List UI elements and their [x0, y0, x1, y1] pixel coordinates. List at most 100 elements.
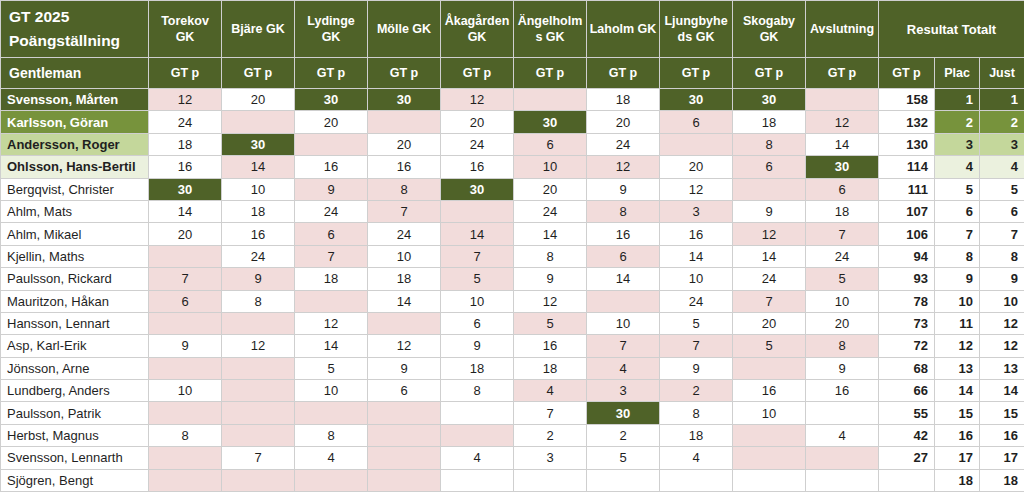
- score-cell: 4: [660, 447, 733, 469]
- placement: 15: [935, 402, 980, 424]
- score-cell: [295, 402, 368, 424]
- score-cell: 3: [514, 447, 587, 469]
- score-cell: 30: [660, 89, 733, 111]
- score-cell: 12: [806, 111, 879, 133]
- score-cell: 5: [441, 268, 514, 290]
- score-cell: [514, 89, 587, 111]
- score-cell: 14: [368, 290, 441, 312]
- score-cell: 30: [587, 402, 660, 424]
- score-cell: 8: [514, 245, 587, 267]
- table-row: Ahlm, Mikael20166241414161612710677: [1, 223, 1024, 245]
- score-cell: 18: [660, 424, 733, 446]
- points-header-m-lle-gk: GT p: [368, 58, 441, 89]
- placement: 3: [935, 133, 980, 155]
- score-cell: [368, 469, 441, 491]
- score-cell: 18: [441, 357, 514, 379]
- points-header-avslutning: GT p: [806, 58, 879, 89]
- score-cell: 8: [368, 178, 441, 200]
- table-row: Jönsson, Arne591818499681313: [1, 357, 1024, 379]
- placement: 12: [935, 335, 980, 357]
- score-cell: 6: [295, 223, 368, 245]
- score-cell: 7: [368, 200, 441, 222]
- points-header-ngelholms-gk: GT p: [514, 58, 587, 89]
- score-cell: 7: [806, 223, 879, 245]
- column-header-bj-re-gk: Bjäre GK: [222, 1, 295, 58]
- score-cell: 10: [660, 268, 733, 290]
- score-cell: 30: [368, 89, 441, 111]
- score-cell: 3: [660, 200, 733, 222]
- player-name: Karlsson, Göran: [1, 111, 149, 133]
- score-cell: 6: [441, 312, 514, 334]
- score-cell: 16: [660, 223, 733, 245]
- score-cell: 5: [806, 268, 879, 290]
- score-cell: 16: [733, 380, 806, 402]
- player-name: Asp, Karl-Erik: [1, 335, 149, 357]
- points-header-skogaby-gk: GT p: [733, 58, 806, 89]
- player-name: Lundberg, Anders: [1, 380, 149, 402]
- player-name: Bergqvist, Christer: [1, 178, 149, 200]
- score-cell: 20: [514, 178, 587, 200]
- total-points: 132: [879, 111, 935, 133]
- adjusted-placement: 16: [980, 424, 1024, 446]
- score-cell: 24: [368, 223, 441, 245]
- adjusted-placement: 17: [980, 447, 1024, 469]
- total-points: 94: [879, 245, 935, 267]
- result-sub-header-just: Just: [980, 58, 1024, 89]
- adjusted-placement: 2: [980, 111, 1024, 133]
- player-name: Paulsson, Patrik: [1, 402, 149, 424]
- score-cell: [441, 200, 514, 222]
- score-cell: [295, 133, 368, 155]
- score-cell: 18: [149, 133, 222, 155]
- score-cell: [222, 357, 295, 379]
- result-total-header: Resultat Totalt: [879, 1, 1024, 58]
- score-cell: 12: [514, 290, 587, 312]
- placement: 2: [935, 111, 980, 133]
- score-cell: 18: [587, 89, 660, 111]
- standings-table: GT 2025 Poängställning Torekov GKBjäre G…: [0, 0, 1024, 492]
- placement: 11: [935, 312, 980, 334]
- score-cell: 10: [222, 178, 295, 200]
- score-cell: 8: [295, 424, 368, 446]
- player-name: Herbst, Magnus: [1, 424, 149, 446]
- player-name: Andersson, Roger: [1, 133, 149, 155]
- score-cell: [733, 178, 806, 200]
- score-cell: 7: [222, 447, 295, 469]
- score-cell: 12: [222, 335, 295, 357]
- player-name: Svensson, Lennarth: [1, 447, 149, 469]
- score-cell: 24: [806, 245, 879, 267]
- score-cell: 7: [733, 290, 806, 312]
- score-cell: 4: [587, 357, 660, 379]
- score-cell: 5: [514, 312, 587, 334]
- score-cell: 20: [587, 111, 660, 133]
- column-header-m-lle-gk: Mölle GK: [368, 1, 441, 58]
- score-cell: 18: [368, 268, 441, 290]
- points-header-laholm-gk: GT p: [587, 58, 660, 89]
- score-cell: [368, 424, 441, 446]
- score-cell: [222, 402, 295, 424]
- score-cell: 18: [733, 111, 806, 133]
- adjusted-placement: 8: [980, 245, 1024, 267]
- column-header-avslutning: Avslutning: [806, 1, 879, 58]
- adjusted-placement: 5: [980, 178, 1024, 200]
- total-points: 158: [879, 89, 935, 111]
- score-cell: [514, 469, 587, 491]
- table-header: GT 2025 Poängställning Torekov GKBjäre G…: [1, 1, 1024, 89]
- report-title: GT 2025 Poängställning: [1, 1, 149, 58]
- score-cell: [733, 424, 806, 446]
- score-cell: 2: [514, 424, 587, 446]
- table-row: Ahlm, Mats1418247248391810766: [1, 200, 1024, 222]
- table-row: Bergqvist, Christer3010983020912611155: [1, 178, 1024, 200]
- score-cell: 24: [441, 133, 514, 155]
- score-cell: 8: [806, 335, 879, 357]
- total-points: [879, 469, 935, 491]
- column-header-ljungbyheds-gk: Ljungbyheds GK: [660, 1, 733, 58]
- table-row: Paulsson, Patrik730810551515: [1, 402, 1024, 424]
- score-cell: 20: [733, 312, 806, 334]
- score-cell: 16: [222, 223, 295, 245]
- score-cell: 4: [806, 424, 879, 446]
- adjusted-placement: 6: [980, 200, 1024, 222]
- column-header-skogaby-gk: Skogaby GK: [733, 1, 806, 58]
- score-cell: 20: [368, 133, 441, 155]
- score-cell: 30: [441, 178, 514, 200]
- score-cell: [441, 402, 514, 424]
